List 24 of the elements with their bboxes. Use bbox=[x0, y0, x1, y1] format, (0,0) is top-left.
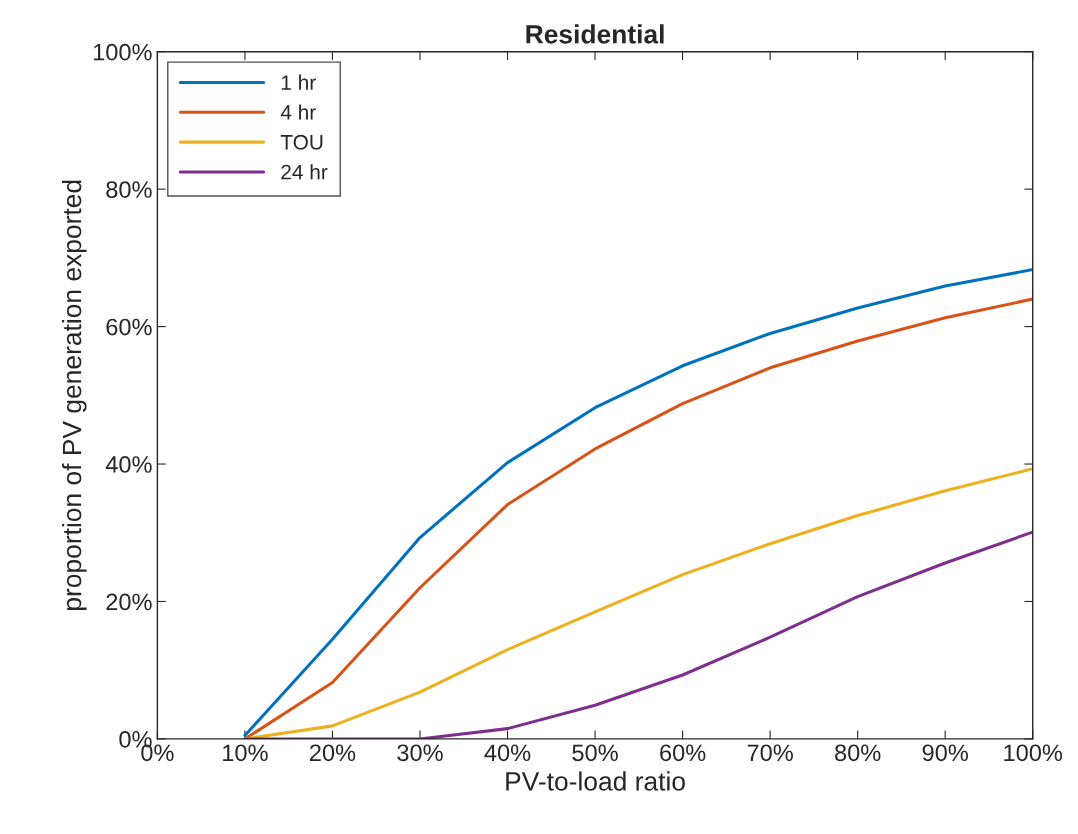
line-series bbox=[243, 467, 1033, 739]
legend-label: 4 hr bbox=[280, 104, 316, 120]
y-tick-label: 80% bbox=[106, 181, 152, 198]
x-axis-title: PV-to-load ratio bbox=[506, 771, 685, 791]
x-tick-label: 80% bbox=[835, 744, 881, 762]
y-tick-label: 100% bbox=[93, 43, 152, 61]
chart-title: Residential bbox=[526, 24, 664, 44]
x-tick-label: 20% bbox=[310, 744, 356, 762]
x-tick-label: 30% bbox=[397, 744, 443, 762]
legend-label: 24 hr bbox=[281, 164, 328, 180]
legend-label: 1 hr bbox=[281, 74, 316, 90]
legend-label: TOU bbox=[280, 134, 323, 150]
y-tick-label: 60% bbox=[106, 318, 152, 336]
x-tick-label: 10% bbox=[223, 744, 268, 762]
line-series bbox=[243, 530, 1033, 739]
y-tick-label: 40% bbox=[105, 456, 152, 473]
x-tick-label: 50% bbox=[572, 744, 618, 762]
x-tick-label: 100% bbox=[1004, 744, 1063, 762]
x-tick-label: 60% bbox=[660, 744, 706, 762]
y-tick-label: 20% bbox=[106, 593, 152, 611]
x-tick-label: 70% bbox=[747, 744, 793, 762]
x-tick-label: 90% bbox=[922, 744, 968, 762]
y-axis-title: proportion of PV generation exported bbox=[61, 180, 87, 610]
x-tick-label: 40% bbox=[484, 744, 531, 762]
